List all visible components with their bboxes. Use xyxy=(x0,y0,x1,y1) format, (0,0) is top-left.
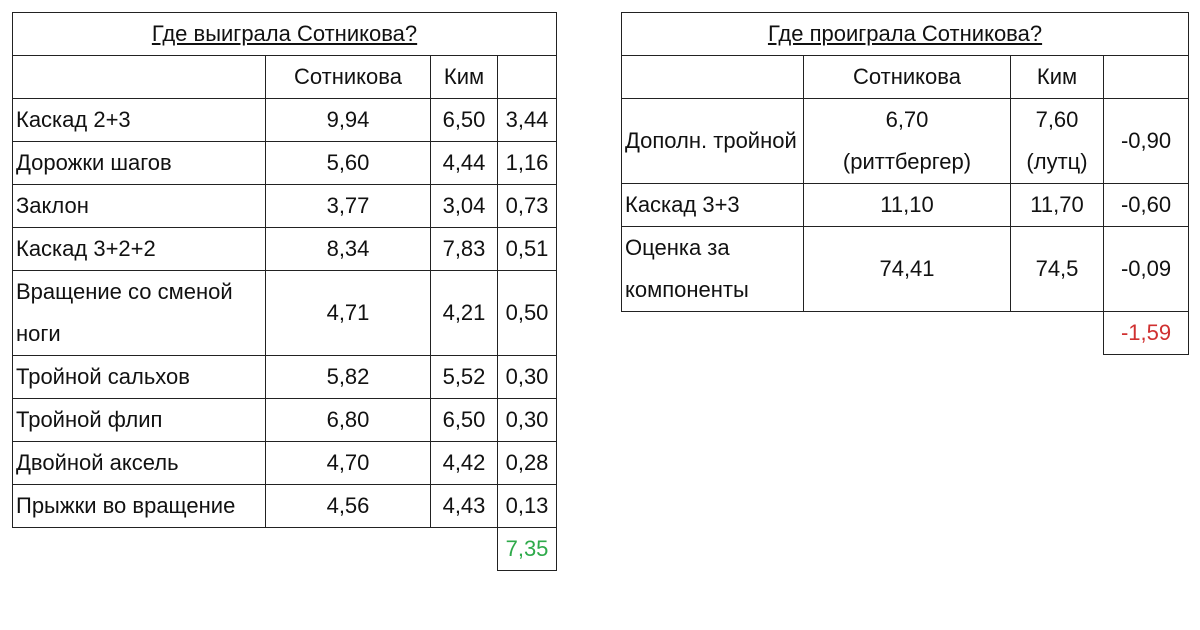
title-row: Где проиграла Сотникова? xyxy=(620,12,1190,56)
value-cell: 5,60 xyxy=(265,141,431,185)
loss-table: Где проиграла Сотникова? Сотникова Ким Допо… xyxy=(620,12,1190,355)
value-cell: 0,30 xyxy=(496,398,558,442)
total-row: 7,35 xyxy=(13,527,558,571)
total-row: -1,59 xyxy=(622,311,1190,355)
value-cell: 1,16 xyxy=(496,141,558,185)
header-cell xyxy=(1102,55,1190,99)
title-row: Где выиграла Сотникова? xyxy=(11,12,558,56)
value-cell: 4,43 xyxy=(430,484,498,528)
empty-cell xyxy=(804,312,1011,355)
data-row: Дополн. тройной 6,70 (риттбергер) 7,60 (лу… xyxy=(621,98,1190,184)
row-label: Тройной флип xyxy=(12,398,266,442)
table-title: Где проиграла Сотникова? xyxy=(620,12,1190,56)
header-cell xyxy=(12,55,266,99)
value-cell: 8,34 xyxy=(265,227,431,271)
value-cell: 0,30 xyxy=(496,355,558,399)
value-cell: 3,44 xyxy=(496,98,558,142)
row-label: Каскад 3+2+2 xyxy=(12,227,266,271)
value-cell: 4,42 xyxy=(430,441,498,485)
value-cell: 3,77 xyxy=(265,184,431,228)
header-cell xyxy=(621,55,804,99)
row-label: Оценка за компоненты xyxy=(621,226,804,312)
value-cell: 11,70 xyxy=(1010,183,1104,227)
header-cell: Ким xyxy=(1010,55,1104,99)
loss-table-body: Где проиграла Сотникова? Сотникова Ким Допо… xyxy=(620,12,1190,355)
data-row: Тройной флип 6,80 6,50 0,30 xyxy=(12,398,558,442)
row-label: Заклон xyxy=(12,184,266,228)
value-cell: 4,44 xyxy=(430,141,498,185)
data-row: Каскад 3+3 11,10 11,70 -0,60 xyxy=(621,183,1190,227)
empty-cell xyxy=(1011,312,1104,355)
data-row: Каскад 2+3 9,94 6,50 3,44 xyxy=(12,98,558,142)
value-cell: 0,13 xyxy=(496,484,558,528)
header-row: Сотникова Ким xyxy=(12,55,558,99)
value-cell: 0,28 xyxy=(496,441,558,485)
value-cell: -0,90 xyxy=(1102,98,1190,184)
header-row: Сотникова Ким xyxy=(621,55,1190,99)
header-cell: Сотникова xyxy=(803,55,1011,99)
value-cell: 74,41 xyxy=(803,226,1011,312)
value-cell: 4,21 xyxy=(430,270,498,356)
data-row: Заклон 3,77 3,04 0,73 xyxy=(12,184,558,228)
row-label: Каскад 3+3 xyxy=(621,183,804,227)
data-row: Оценка за компоненты 74,41 74,5 -0,09 xyxy=(621,226,1190,312)
row-label: Тройной сальхов xyxy=(12,355,266,399)
table-title: Где выиграла Сотникова? xyxy=(11,12,558,56)
total-cell: 7,35 xyxy=(496,527,558,571)
data-row: Тройной сальхов 5,82 5,52 0,30 xyxy=(12,355,558,399)
data-row: Прыжки во вращение 4,56 4,43 0,13 xyxy=(12,484,558,528)
value-cell: 9,94 xyxy=(265,98,431,142)
row-label: Вращение со сменой ноги xyxy=(12,270,266,356)
win-table: Где выиграла Сотникова? Сотникова Ким Каска… xyxy=(11,12,558,571)
row-label: Прыжки во вращение xyxy=(12,484,266,528)
value-cell: 4,70 xyxy=(265,441,431,485)
header-cell: Сотникова xyxy=(265,55,431,99)
data-row: Двойной аксель 4,70 4,42 0,28 xyxy=(12,441,558,485)
value-cell: 4,71 xyxy=(265,270,431,356)
header-cell: Ким xyxy=(430,55,498,99)
row-label: Дополн. тройной xyxy=(621,98,804,184)
data-row: Дорожки шагов 5,60 4,44 1,16 xyxy=(12,141,558,185)
data-row: Каскад 3+2+2 8,34 7,83 0,51 xyxy=(12,227,558,271)
value-cell: 3,04 xyxy=(430,184,498,228)
value-cell: 6,50 xyxy=(430,98,498,142)
value-cell: -0,09 xyxy=(1102,226,1190,312)
value-cell: 0,50 xyxy=(496,270,558,356)
empty-cell xyxy=(622,312,804,355)
empty-cell xyxy=(266,528,431,571)
value-cell: 6,70 (риттбергер) xyxy=(803,98,1011,184)
row-label: Каскад 2+3 xyxy=(12,98,266,142)
value-cell: 7,60 (лутц) xyxy=(1010,98,1104,184)
value-cell: 0,73 xyxy=(496,184,558,228)
value-cell: 4,56 xyxy=(265,484,431,528)
value-cell: 6,50 xyxy=(430,398,498,442)
empty-cell xyxy=(431,528,498,571)
empty-cell xyxy=(13,528,266,571)
value-cell: 0,51 xyxy=(496,227,558,271)
total-cell: -1,59 xyxy=(1102,311,1190,355)
value-cell: 11,10 xyxy=(803,183,1011,227)
value-cell: 6,80 xyxy=(265,398,431,442)
value-cell: 7,83 xyxy=(430,227,498,271)
value-cell: -0,60 xyxy=(1102,183,1190,227)
header-cell xyxy=(496,55,558,99)
value-cell: 5,52 xyxy=(430,355,498,399)
row-label: Дорожки шагов xyxy=(12,141,266,185)
data-row: Вращение со сменой ноги 4,71 4,21 0,50 xyxy=(12,270,558,356)
row-label: Двойной аксель xyxy=(12,441,266,485)
value-cell: 74,5 xyxy=(1010,226,1104,312)
win-table-body: Где выиграла Сотникова? Сотникова Ким Каска… xyxy=(11,12,558,571)
value-cell: 5,82 xyxy=(265,355,431,399)
